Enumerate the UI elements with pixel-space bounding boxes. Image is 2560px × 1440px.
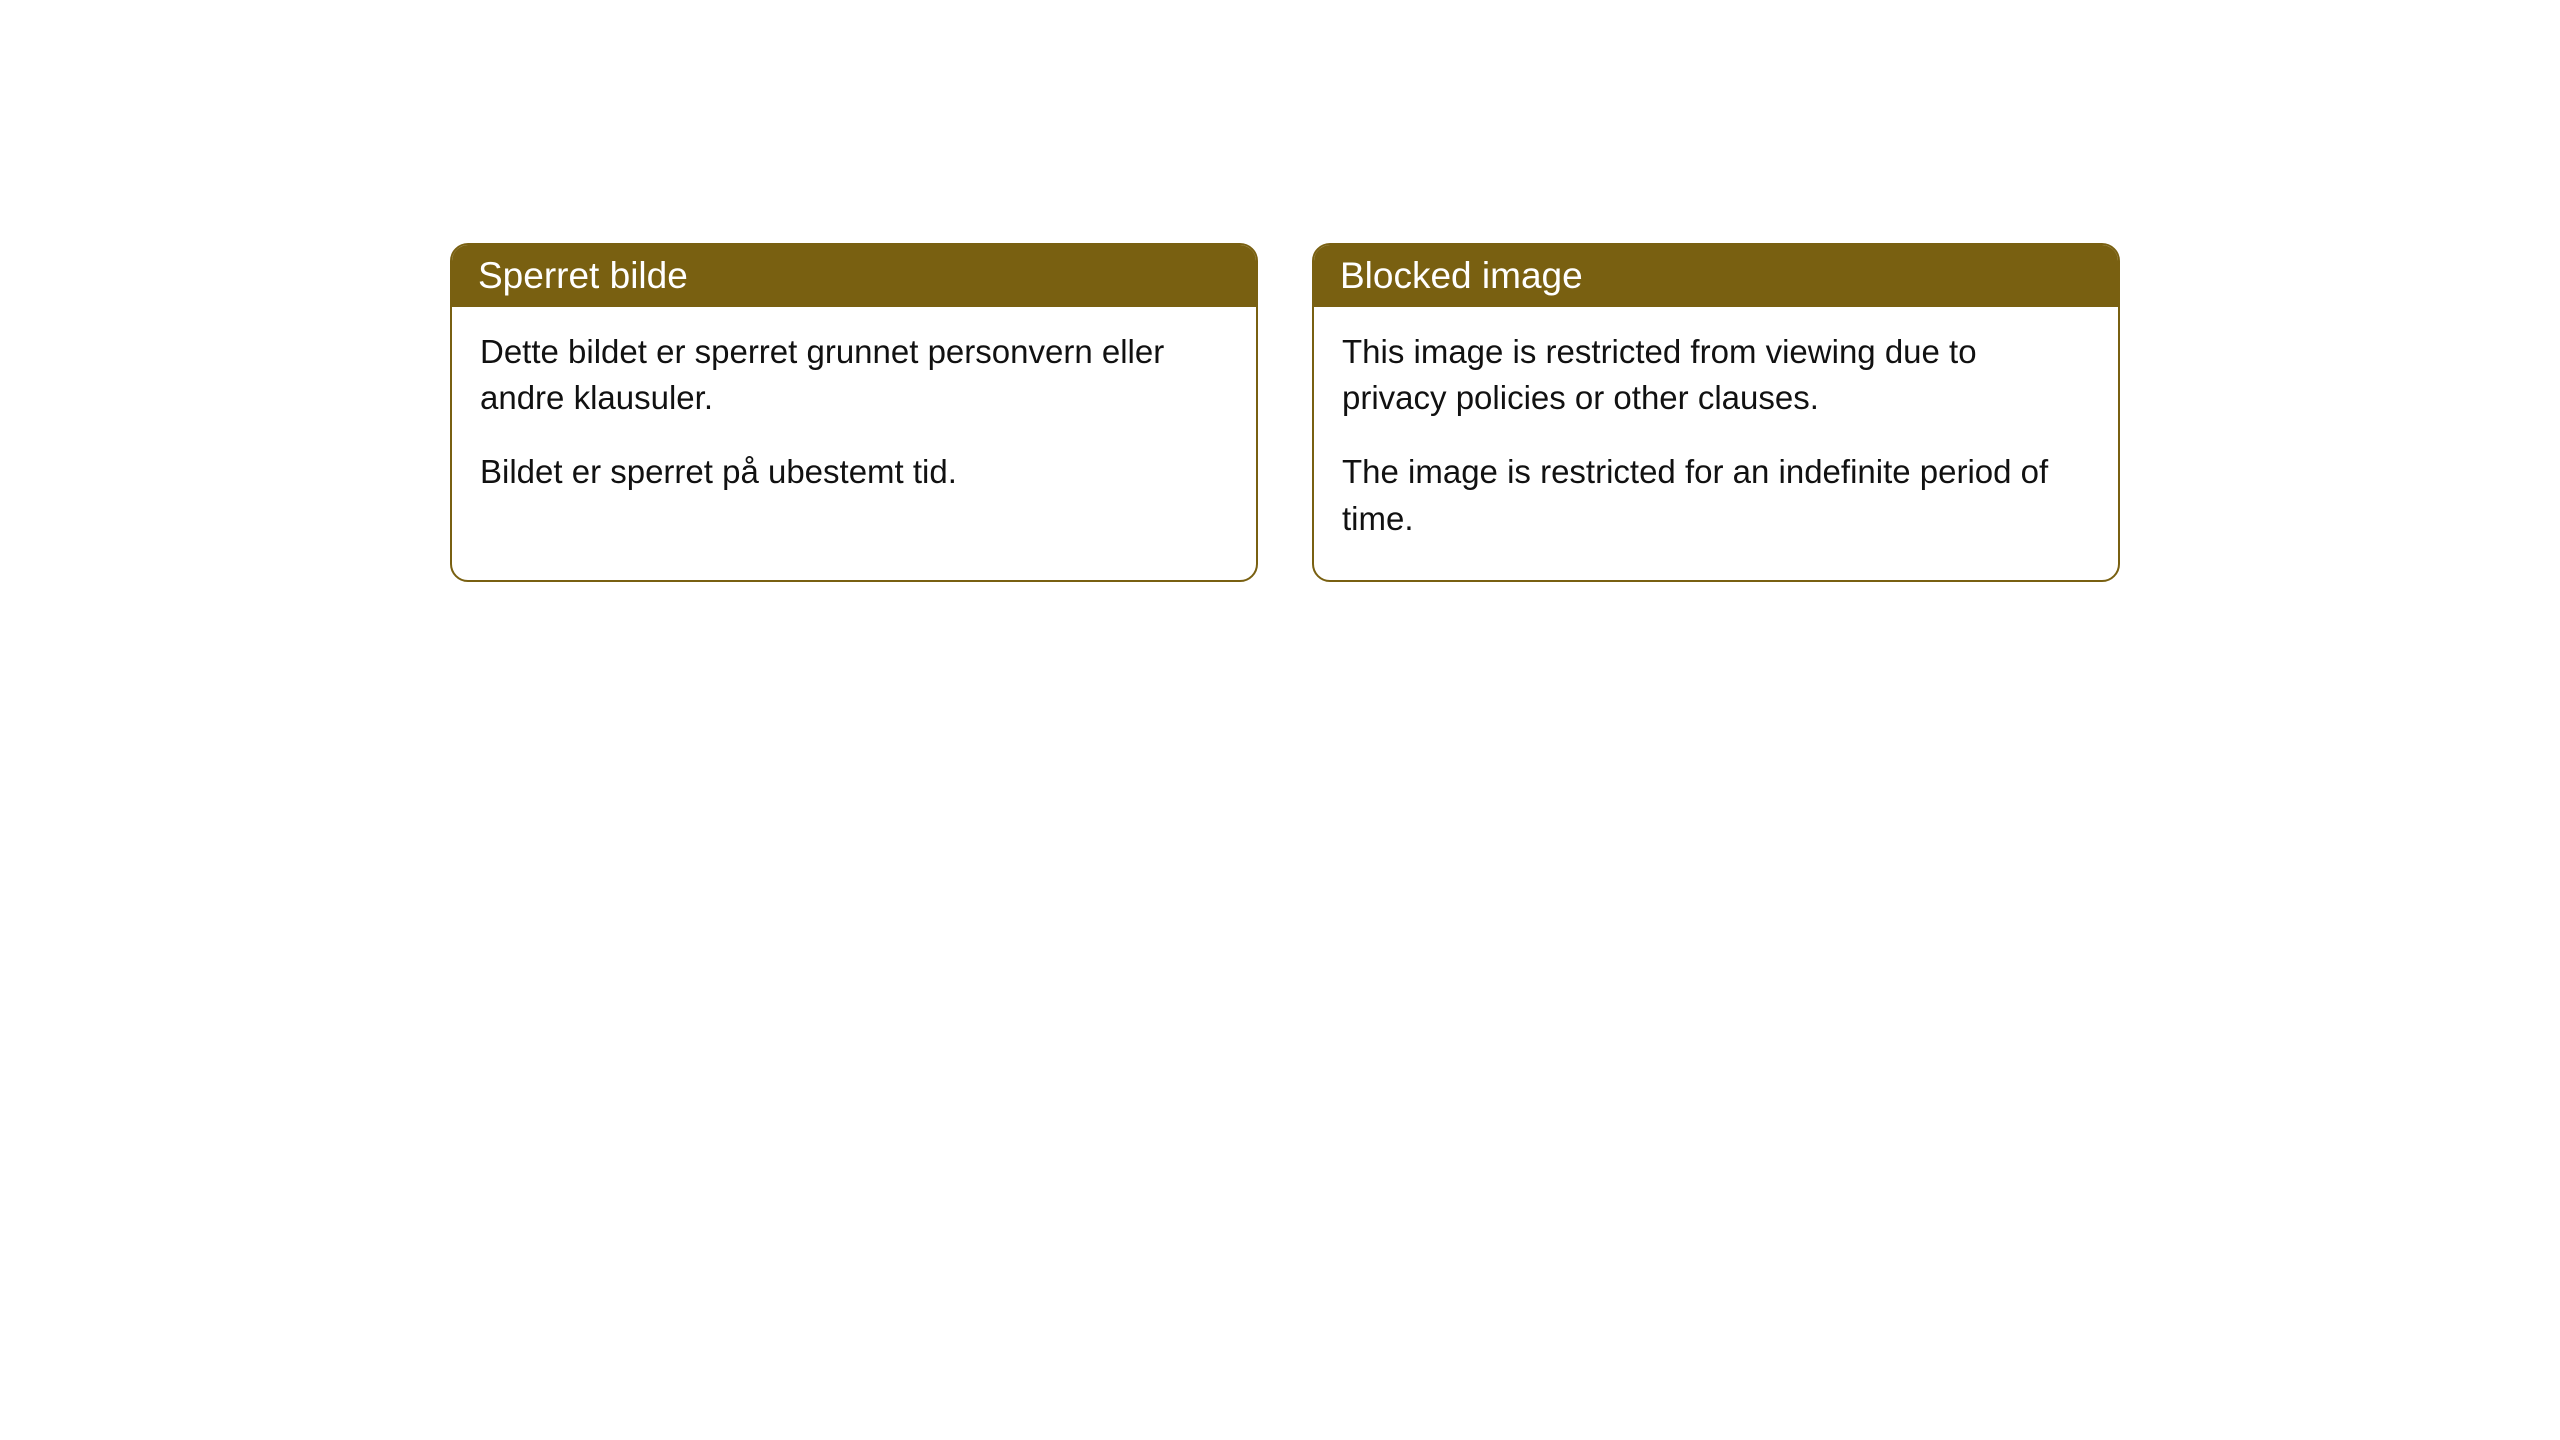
notice-cards-container: Sperret bilde Dette bildet er sperret gr… bbox=[450, 243, 2120, 582]
card-body: This image is restricted from viewing du… bbox=[1314, 307, 2118, 580]
card-header: Blocked image bbox=[1314, 245, 2118, 307]
card-body: Dette bildet er sperret grunnet personve… bbox=[452, 307, 1256, 534]
card-paragraph: Dette bildet er sperret grunnet personve… bbox=[480, 329, 1228, 421]
notice-card-norwegian: Sperret bilde Dette bildet er sperret gr… bbox=[450, 243, 1258, 582]
card-paragraph: The image is restricted for an indefinit… bbox=[1342, 449, 2090, 541]
notice-card-english: Blocked image This image is restricted f… bbox=[1312, 243, 2120, 582]
card-paragraph: This image is restricted from viewing du… bbox=[1342, 329, 2090, 421]
card-paragraph: Bildet er sperret på ubestemt tid. bbox=[480, 449, 1228, 495]
card-header: Sperret bilde bbox=[452, 245, 1256, 307]
